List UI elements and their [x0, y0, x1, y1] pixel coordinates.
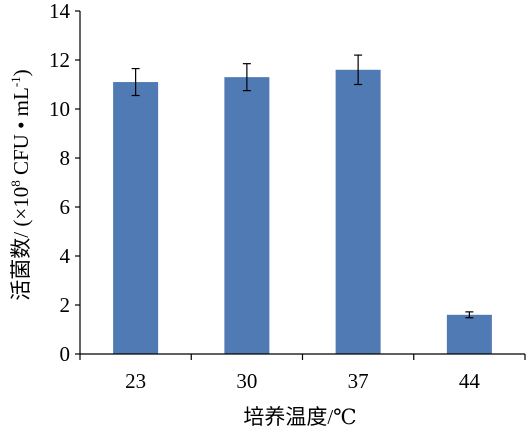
- x-tick-label-37: 37: [348, 369, 369, 393]
- error-bar-37: [354, 54, 363, 86]
- plot-area: [113, 54, 492, 355]
- y-tick-label-6: 6: [60, 195, 71, 219]
- y-tick-label-0: 0: [60, 342, 71, 366]
- x-tick-label-30: 30: [236, 369, 257, 393]
- y-axis-title-unit-exponent: -1: [8, 76, 23, 87]
- y-axis-title-exponent: 8: [8, 180, 23, 187]
- y-tick-label-4: 4: [60, 244, 71, 268]
- bar-37: [335, 69, 381, 355]
- error-bar-44: [465, 311, 474, 319]
- x-axis-title: 培养温度/℃: [243, 405, 356, 429]
- y-axis: 0 2 4 6 8 10 12 14: [49, 0, 81, 366]
- y-axis-title-main: 活菌数/ (×10: [9, 187, 33, 301]
- x-axis: 23 30 37 44: [79, 353, 526, 393]
- error-bar-23: [131, 67, 140, 97]
- y-tick-label-14: 14: [49, 0, 71, 23]
- y-axis-title: 活菌数/ (×108 CFU • mL-1): [8, 69, 33, 300]
- y-tick-label-2: 2: [60, 293, 71, 317]
- bar-30: [224, 77, 270, 355]
- bar-44: [446, 314, 492, 354]
- y-tick-label-12: 12: [49, 48, 70, 72]
- y-tick-label-8: 8: [60, 146, 71, 170]
- bar-23: [113, 82, 159, 355]
- y-axis-title-unit: CFU • mL: [9, 87, 33, 180]
- x-tick-label-44: 44: [459, 369, 481, 393]
- x-tick-label-23: 23: [125, 369, 146, 393]
- y-tick-label-10: 10: [49, 97, 70, 121]
- y-axis-title-close: ): [9, 69, 33, 76]
- error-bar-30: [242, 63, 251, 92]
